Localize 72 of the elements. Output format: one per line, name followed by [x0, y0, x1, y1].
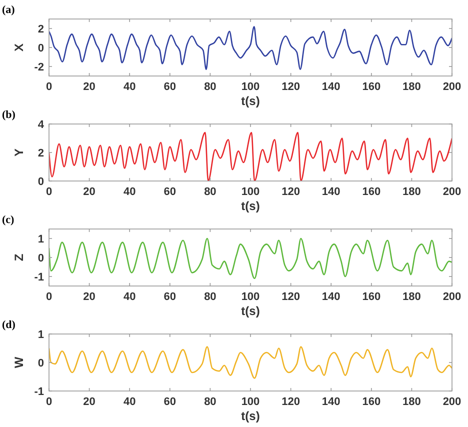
x-tick-label: 180 — [402, 291, 421, 303]
x-tick-label: 180 — [402, 186, 421, 198]
x-tick-label: 200 — [442, 186, 462, 198]
x-tick-label: 60 — [164, 291, 176, 303]
line-series — [49, 132, 452, 181]
y-tick-label: 0 — [38, 252, 44, 264]
y-tick-label: 0 — [38, 176, 44, 188]
x-tick-label: 60 — [164, 186, 176, 198]
x-tick-label: 80 — [204, 186, 216, 198]
y-axis-title: Y — [12, 148, 26, 157]
x-tick-label: 60 — [164, 396, 176, 408]
x-tick-label: 0 — [46, 186, 52, 198]
x-axis-title: t(s) — [241, 409, 260, 423]
y-tick-label: 0 — [38, 358, 44, 370]
x-tick-label: 120 — [282, 396, 300, 408]
x-tick-label: 160 — [362, 186, 381, 198]
x-tick-label: 200 — [442, 291, 462, 303]
x-axis-title: t(s) — [241, 199, 260, 213]
y-tick-label: 1 — [38, 329, 44, 341]
x-tick-label: 80 — [204, 396, 216, 408]
x-tick-label: 20 — [83, 396, 96, 408]
y-tick-label: 1 — [38, 234, 44, 246]
x-tick-label: 180 — [402, 396, 421, 408]
x-tick-label: 140 — [322, 396, 340, 408]
x-tick-label: 200 — [442, 396, 462, 408]
x-tick-label: 80 — [204, 291, 216, 303]
y-tick-label: -2 — [34, 62, 44, 74]
y-axis-title: W — [12, 356, 26, 368]
x-tick-label: 180 — [402, 81, 421, 93]
x-tick-label: 0 — [46, 291, 52, 303]
x-tick-label: 100 — [241, 186, 260, 198]
x-tick-label: 120 — [282, 81, 300, 93]
y-axis-title: X — [12, 43, 26, 52]
x-tick-label: 20 — [83, 81, 96, 93]
x-tick-label: 160 — [362, 396, 381, 408]
y-tick-label: -1 — [34, 272, 44, 284]
x-tick-label: 80 — [204, 81, 216, 93]
x-tick-label: 140 — [322, 81, 340, 93]
chart-title: (d) — [2, 319, 16, 331]
y-tick-label: 2 — [38, 24, 44, 36]
chart-title: (b) — [2, 109, 16, 121]
chart-title: (c) — [2, 214, 15, 226]
line-series — [49, 346, 452, 379]
x-tick-label: 40 — [123, 81, 136, 93]
x-tick-label: 100 — [241, 81, 260, 93]
x-tick-label: 160 — [362, 291, 381, 303]
x-tick-label: 20 — [83, 186, 96, 198]
y-tick-label: -1 — [34, 386, 44, 398]
x-tick-label: 0 — [46, 396, 52, 408]
line-series — [49, 238, 452, 280]
y-tick-label: 0 — [38, 42, 44, 54]
x-tick-label: 160 — [362, 81, 381, 93]
x-axis-title: t(s) — [241, 94, 260, 108]
x-tick-label: 120 — [282, 186, 300, 198]
chart-title: (a) — [2, 4, 16, 16]
x-tick-label: 120 — [282, 291, 300, 303]
line-series — [49, 26, 452, 70]
x-tick-label: 40 — [123, 186, 136, 198]
x-tick-label: 100 — [241, 291, 260, 303]
x-tick-label: 140 — [322, 291, 340, 303]
x-tick-label: 60 — [164, 81, 176, 93]
x-tick-label: 40 — [123, 291, 136, 303]
x-tick-label: 40 — [123, 396, 136, 408]
y-tick-label: 2 — [38, 148, 44, 160]
x-tick-label: 200 — [442, 81, 462, 93]
y-axis-title: Z — [12, 254, 26, 262]
x-axis-title: t(s) — [241, 304, 260, 318]
x-tick-label: 20 — [83, 291, 96, 303]
x-tick-label: 140 — [322, 186, 340, 198]
x-tick-label: 100 — [241, 396, 260, 408]
y-tick-label: 4 — [38, 119, 45, 131]
x-tick-label: 0 — [46, 81, 52, 93]
